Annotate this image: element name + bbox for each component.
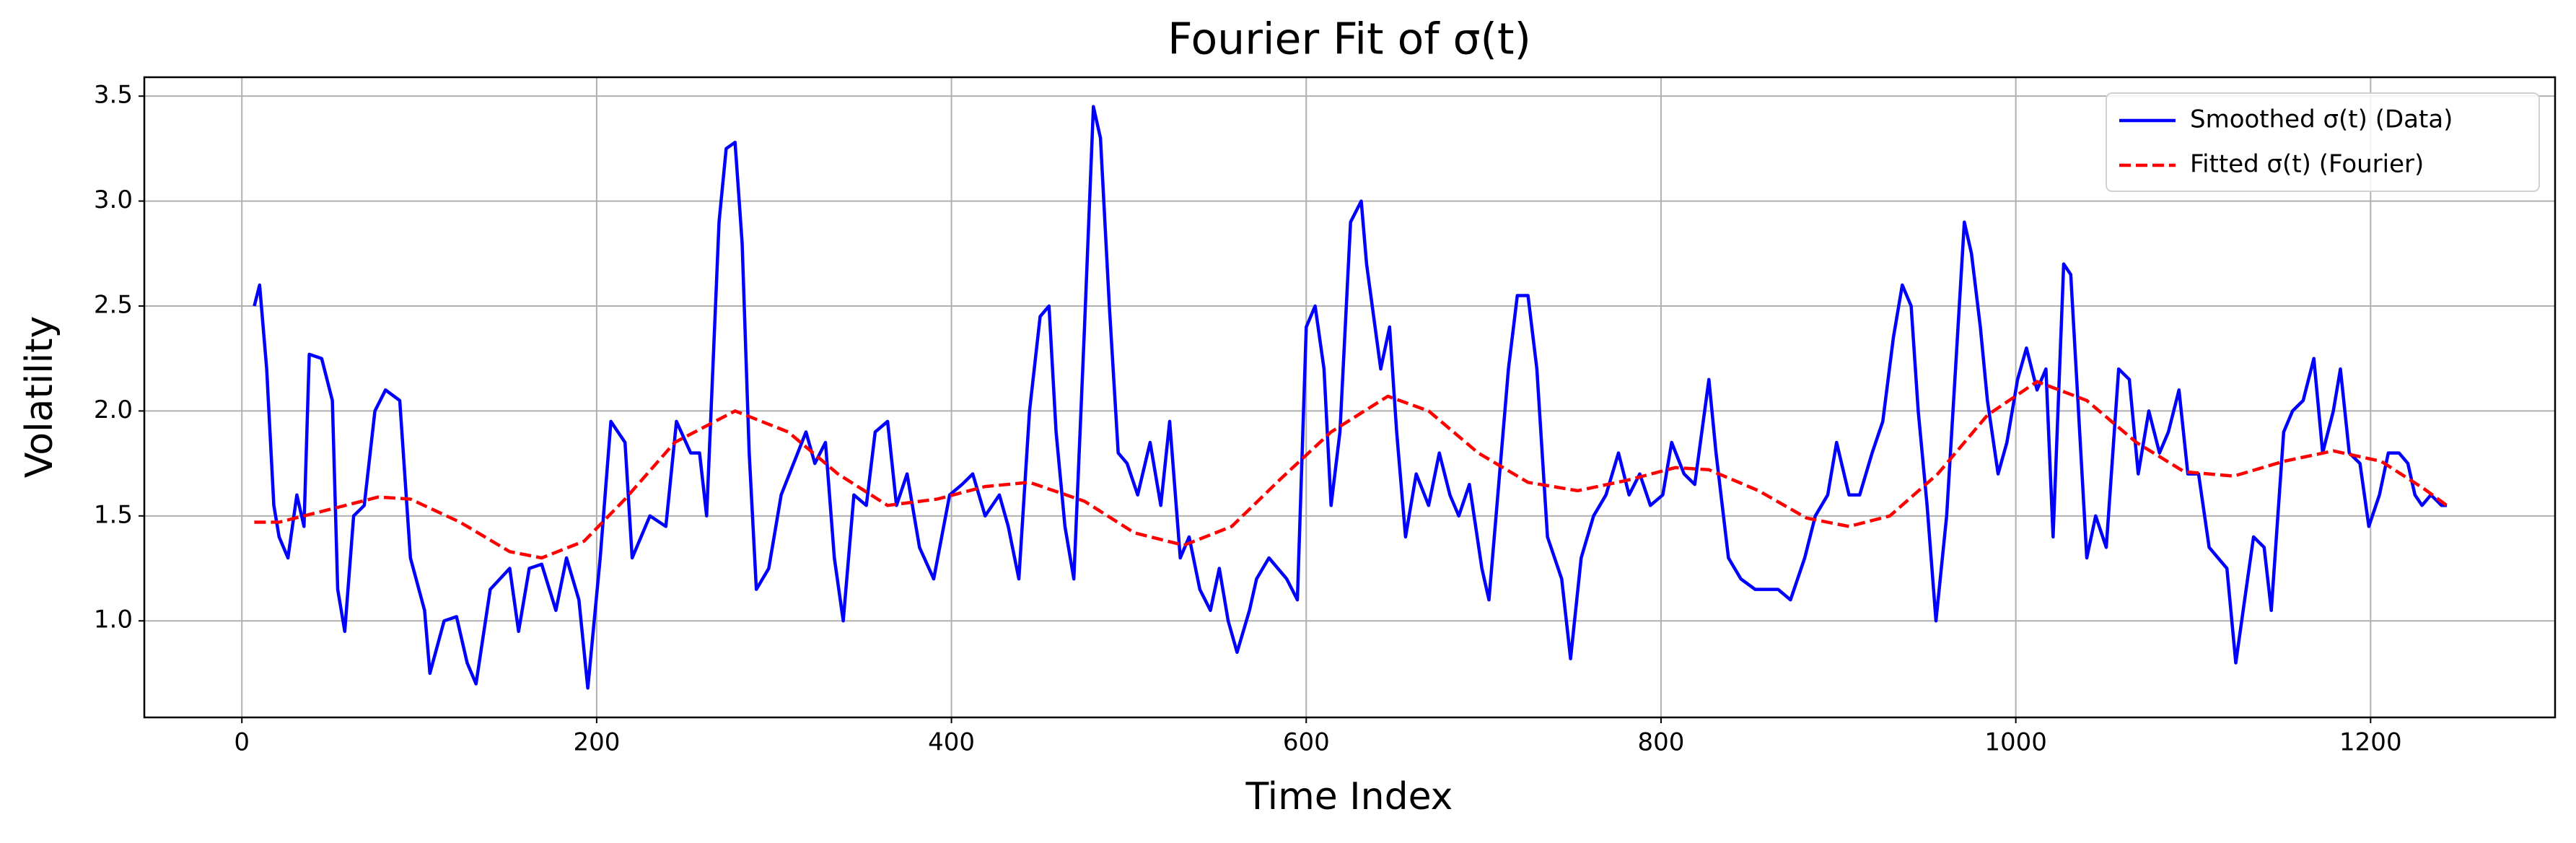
x-tick-label: 600 xyxy=(1283,728,1330,757)
y-tick-label: 2.5 xyxy=(94,290,133,319)
x-tick-label: 800 xyxy=(1638,728,1685,757)
series-line xyxy=(254,380,2448,560)
x-tick-label: 0 xyxy=(234,728,250,757)
legend-label: Fitted σ(t) (Fourier) xyxy=(2190,150,2424,179)
y-tick-label: 3.0 xyxy=(94,185,133,214)
y-tick-label: 3.5 xyxy=(94,81,133,110)
x-tick-label: 1200 xyxy=(2339,728,2402,757)
x-tick-label: 400 xyxy=(928,728,975,757)
x-tick-label: 1000 xyxy=(1984,728,2047,757)
y-tick-label: 1.5 xyxy=(94,500,133,529)
y-tick-label: 1.0 xyxy=(94,606,133,634)
x-tick-label: 200 xyxy=(573,728,620,757)
x-axis-label: Time Index xyxy=(1245,775,1453,818)
y-axis-label: Volatility xyxy=(18,316,61,479)
plot-frame xyxy=(143,76,2557,719)
series-line xyxy=(253,105,2447,690)
chart-title: Fourier Fit of σ(t) xyxy=(1167,14,1531,65)
legend-label: Smoothed σ(t) (Data) xyxy=(2190,105,2453,134)
legend-box xyxy=(2106,92,2540,192)
legend: Smoothed σ(t) (Data) Fitted σ(t) (Fourier… xyxy=(2106,92,2540,192)
y-tick-label: 2.0 xyxy=(94,396,133,424)
